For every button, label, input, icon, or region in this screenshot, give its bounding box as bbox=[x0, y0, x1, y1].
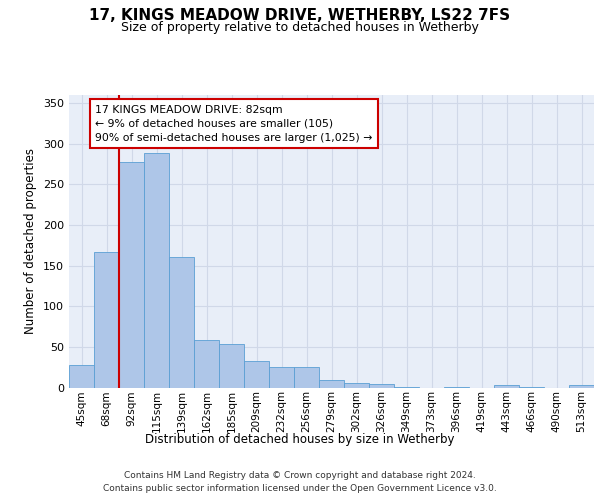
Bar bbox=[369, 384, 394, 388]
Bar bbox=[494, 385, 519, 388]
Bar bbox=[269, 367, 294, 388]
Bar bbox=[444, 386, 469, 388]
Bar bbox=[244, 360, 269, 388]
Y-axis label: Number of detached properties: Number of detached properties bbox=[25, 148, 37, 334]
Text: 17 KINGS MEADOW DRIVE: 82sqm
← 9% of detached houses are smaller (105)
90% of se: 17 KINGS MEADOW DRIVE: 82sqm ← 9% of det… bbox=[95, 105, 373, 143]
Bar bbox=[394, 386, 419, 388]
Bar bbox=[144, 152, 169, 388]
Text: Contains HM Land Registry data © Crown copyright and database right 2024.: Contains HM Land Registry data © Crown c… bbox=[124, 471, 476, 480]
Bar bbox=[344, 384, 369, 388]
Bar bbox=[169, 256, 194, 388]
Bar bbox=[119, 162, 144, 388]
Text: Size of property relative to detached houses in Wetherby: Size of property relative to detached ho… bbox=[121, 21, 479, 34]
Bar bbox=[69, 365, 94, 388]
Bar bbox=[294, 367, 319, 388]
Text: Contains public sector information licensed under the Open Government Licence v3: Contains public sector information licen… bbox=[103, 484, 497, 493]
Bar bbox=[94, 252, 119, 388]
Text: Distribution of detached houses by size in Wetherby: Distribution of detached houses by size … bbox=[145, 432, 455, 446]
Bar bbox=[569, 385, 594, 388]
Bar bbox=[519, 386, 544, 388]
Bar bbox=[319, 380, 344, 388]
Bar bbox=[194, 340, 219, 388]
Bar bbox=[219, 344, 244, 388]
Text: 17, KINGS MEADOW DRIVE, WETHERBY, LS22 7FS: 17, KINGS MEADOW DRIVE, WETHERBY, LS22 7… bbox=[89, 8, 511, 22]
